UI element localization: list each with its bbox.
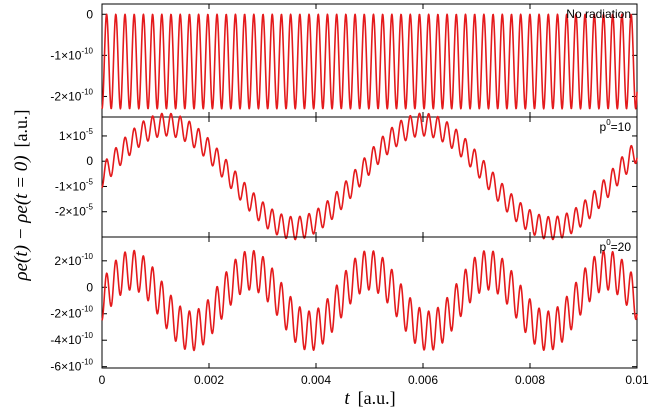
y-axis-label: ρe(t) − ρe(t = 0) [a.u.] (11, 109, 32, 281)
x-tick-label: 0 (99, 373, 106, 387)
panel-annotation: p0=10 (600, 118, 632, 134)
panel-2: 1×10-5 0 -1×10-5 -2×10-5 p0=10 (55, 112, 638, 241)
y-tick-label: -6×10-10 (50, 358, 93, 374)
y-tick-label: -2×10-10 (50, 87, 93, 103)
y-axis-unit: [a.u.] (11, 109, 31, 147)
y-tick-label: -4×10-10 (50, 331, 93, 347)
x-tick-label: 0.006 (408, 373, 438, 387)
x-axis-label: t [a.u.] (344, 388, 395, 409)
panel-annotation: No radiation (566, 7, 631, 21)
y-tick-label: -2×10-10 (50, 305, 93, 321)
x-axis-symbol: t (344, 388, 350, 409)
x-axis-unit: [a.u.] (358, 388, 396, 408)
y-tick-label: -2×10-5 (55, 203, 94, 219)
y-tick-label: 0 (86, 7, 93, 21)
y-axis-expression: ρe(t) − ρe(t = 0) (11, 155, 32, 281)
y-tick-label: -1×10-10 (50, 46, 93, 62)
y-tick-label: 1×10-5 (59, 127, 94, 143)
y-tick-label: 0 (86, 154, 93, 168)
panel-frame (101, 236, 638, 369)
panel-annotation: p0=20 (600, 238, 632, 254)
panel-3: 0 0.002 0.004 0.006 0.008 0.01 2×10-10 0 -2×10-1… (50, 236, 649, 387)
x-tick-label: 0.002 (194, 373, 224, 387)
x-tick-label: 0.004 (301, 373, 331, 387)
panels: 0 -1×10-10 -2×10-10 No radiation 1×10-5 0 -1×1… (50, 3, 649, 387)
series-line (101, 249, 638, 352)
series-line (101, 112, 638, 241)
series-line (101, 13, 638, 110)
y-tick-label: 2×10-10 (54, 252, 93, 268)
x-tick-label: 0.008 (515, 373, 545, 387)
y-tick-label: -1×10-5 (55, 177, 94, 193)
panel-1: 0 -1×10-10 -2×10-10 No radiation (50, 3, 638, 118)
x-tick-label: 0.01 (625, 373, 649, 387)
y-tick-label: 0 (86, 280, 93, 294)
